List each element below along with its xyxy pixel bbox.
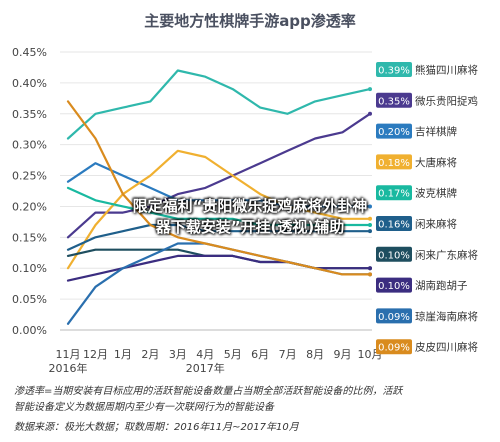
year-label: 2017年 xyxy=(186,361,225,375)
legend-series-name: 闲来广东麻将 xyxy=(415,248,478,261)
legend-badge xyxy=(376,185,412,201)
y-tick-label: 0.30% xyxy=(12,139,47,152)
legend-badge xyxy=(376,216,412,231)
series-end-point xyxy=(368,222,372,227)
x-tick-label: 4月 xyxy=(196,348,214,361)
y-tick-label: 0.25% xyxy=(12,170,47,183)
y-tick-label: 0.20% xyxy=(12,200,47,213)
legend-badge-value: 0.39% xyxy=(378,66,410,77)
legend-badge-value: 0.17% xyxy=(378,189,410,200)
legend-series-name: 大唐麻将 xyxy=(415,156,457,169)
legend-badge xyxy=(376,277,412,293)
legend-series-name: 琼崖海南麻将 xyxy=(415,310,478,323)
legend-badge xyxy=(376,62,412,77)
overlay-line-2: 器下载安装”开挂(透视)辅助 xyxy=(155,218,345,236)
series-end-point xyxy=(368,111,372,116)
x-tick-label: 8月 xyxy=(306,348,324,361)
legend-badge xyxy=(376,246,412,262)
chart-title: 主要地方性棋牌手游app渗透率 xyxy=(144,12,356,30)
legend-badge xyxy=(376,154,412,170)
legend-badge-value: 0.35% xyxy=(378,96,410,107)
x-tick-label: 1月 xyxy=(114,348,132,361)
x-tick-label: 6月 xyxy=(251,348,269,361)
y-tick-label: 0.35% xyxy=(12,108,47,121)
x-tick-label: 3月 xyxy=(169,348,187,361)
x-tick-label: 5月 xyxy=(224,348,242,361)
legend-series-name: 湖南跑胡子 xyxy=(415,279,468,292)
y-tick-label: 0.45% xyxy=(12,46,47,59)
legend-series-name: 熊猫四川麻将 xyxy=(415,64,478,77)
series-line xyxy=(66,69,372,140)
legend-badge-value: 0.10% xyxy=(378,250,410,261)
series-line xyxy=(66,162,372,208)
legend-series-name: 吉祥棋牌 xyxy=(415,125,457,138)
series-end-point xyxy=(368,204,372,209)
x-tick-label: 7月 xyxy=(279,348,297,361)
series-line xyxy=(66,112,372,239)
legend-badge xyxy=(376,339,412,355)
legend-badge xyxy=(376,92,412,108)
legend-series-name: 闲来麻将 xyxy=(415,218,457,231)
y-tick-label: 0.10% xyxy=(12,262,47,275)
legend-badge-value: 0.09% xyxy=(378,343,410,354)
y-tick-label: 0.05% xyxy=(12,293,47,306)
x-tick-label: 9月 xyxy=(334,348,352,361)
legend-badge-value: 0.10% xyxy=(378,281,410,292)
overlay-line-1: 限定福利“贵阳微乐捉鸡麻将外卦神 xyxy=(132,197,368,215)
series-line xyxy=(66,100,372,276)
y-tick-label: 0.00% xyxy=(12,324,47,337)
legend-badge-value: 0.18% xyxy=(378,158,410,169)
series-line xyxy=(66,186,372,227)
legend-badge-value: 0.16% xyxy=(378,220,410,231)
y-tick-label: 0.15% xyxy=(12,231,47,244)
legend-badge xyxy=(376,123,412,139)
definition-note-1: 渗透率=当期安装有目标应用的活跃智能设备数量占当期全部活跃智能设备的比例，活跃 xyxy=(14,386,403,397)
legend-badge-value: 0.09% xyxy=(378,312,410,323)
series-end-point xyxy=(368,229,372,234)
series-end-point xyxy=(368,272,372,277)
legend-series-name: 微乐贵阳捉鸡 xyxy=(415,94,478,107)
series-end-point xyxy=(368,266,372,271)
definition-note-2: 智能设备定义为数据周期内至少有一次联网行为的智能设备 xyxy=(14,402,274,413)
series-end-point xyxy=(368,87,372,92)
series-line xyxy=(66,149,372,270)
x-tick-label: 11月 xyxy=(56,348,81,361)
legend-series-name: 波克棋牌 xyxy=(415,187,457,200)
source-note: 数据来源：极光大数据；取数周期：2016年11月~2017年10月 xyxy=(14,422,299,433)
year-label: 2016年 xyxy=(49,361,88,375)
legend-series-name: 皮皮四川麻将 xyxy=(415,341,478,354)
legend-badge xyxy=(376,308,412,324)
series-line xyxy=(66,248,372,270)
x-tick-label: 2月 xyxy=(141,348,159,361)
legend-badge-value: 0.20% xyxy=(378,127,410,138)
overlay-banner: 限定福利“贵阳微乐捉鸡麻将外卦神 器下载安装”开挂(透视)辅助 xyxy=(50,196,450,238)
x-tick-label: 12月 xyxy=(83,348,108,361)
series-line xyxy=(66,223,372,251)
y-tick-label: 0.40% xyxy=(12,77,47,90)
series-end-point xyxy=(368,216,372,221)
